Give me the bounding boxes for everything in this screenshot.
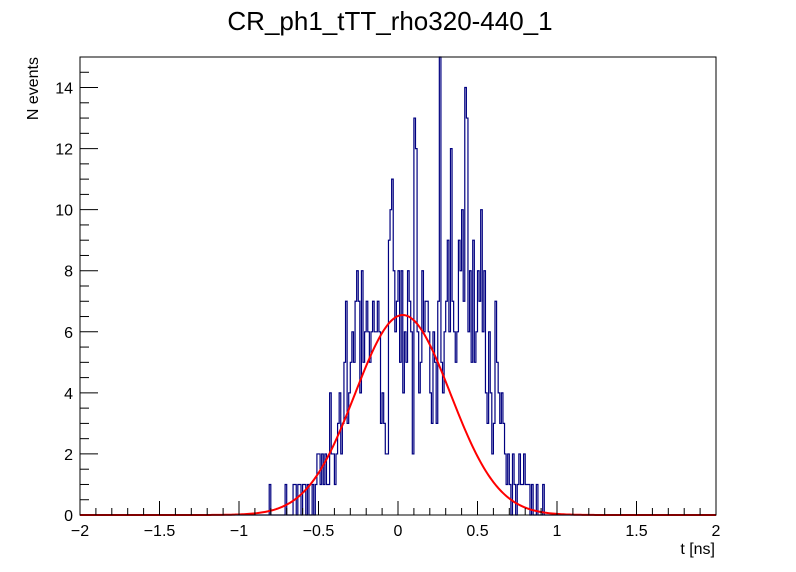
x-tick-label: −0.5 — [303, 523, 335, 540]
histogram-outline — [80, 56, 716, 516]
x-tick-label: 0 — [394, 523, 403, 540]
y-tick-label: 12 — [55, 142, 73, 159]
x-tick-label: −1 — [230, 523, 248, 540]
x-tick-label: 0.5 — [466, 523, 488, 540]
x-tick-label: 1.5 — [625, 523, 647, 540]
y-tick-label: 14 — [55, 81, 73, 98]
chart-title: CR_ph1_tTT_rho320-440_1 — [227, 6, 552, 36]
y-tick-label: 6 — [64, 325, 73, 342]
y-tick-label: 0 — [64, 508, 73, 525]
x-axis-label: t [ns] — [680, 541, 715, 558]
y-tick-label: 10 — [55, 203, 73, 220]
y-axis: 0 2 4 6 8 10 12 14 — [55, 56, 98, 525]
y-tick-label: 2 — [64, 447, 73, 464]
histogram-layer — [80, 56, 716, 516]
x-tick-label: −2 — [71, 523, 89, 540]
x-tick-label: 2 — [712, 523, 721, 540]
y-axis-label: N events — [25, 57, 42, 120]
y-tick-label: 4 — [64, 386, 73, 403]
y-tick-label: 8 — [64, 264, 73, 281]
x-tick-label: −1.5 — [144, 523, 176, 540]
x-axis: −2 −1.5 −1 −0.5 0 0.5 1 1.5 2 — [71, 501, 721, 540]
x-tick-label: 1 — [553, 523, 562, 540]
